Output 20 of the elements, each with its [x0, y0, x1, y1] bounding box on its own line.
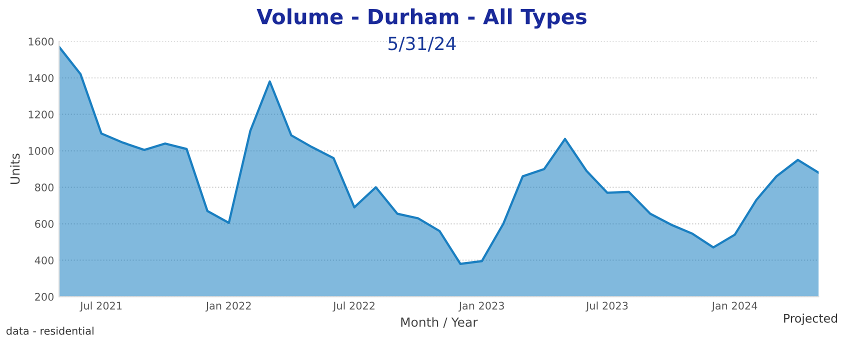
- x-tick-label: Jan 2022: [205, 302, 251, 312]
- text: data - residential: [6, 326, 94, 335]
- chart-subtitle: 5/31/24: [388, 36, 456, 52]
- x-axis-title: Month / Year: [401, 317, 478, 328]
- x-tick-label: Jul 2022: [332, 302, 374, 312]
- y-tick-label: 1200: [28, 110, 54, 118]
- y-tick-label: 600: [35, 220, 54, 228]
- x-tick-label: Jul 2021: [80, 302, 122, 312]
- y-axis-title: Units: [10, 154, 20, 184]
- y-tick-label: 1400: [28, 74, 54, 82]
- x-tick-label: Jan 2023: [458, 302, 504, 312]
- x-tick-label: Jan 2024: [711, 302, 758, 312]
- y-tick-label: 200: [35, 292, 54, 301]
- y-tick-label: 1600: [28, 38, 54, 46]
- x-tick-label: Jul 2023: [586, 302, 628, 312]
- y-tick-label: 400: [34, 256, 54, 264]
- y-tick-label: 800: [35, 184, 54, 192]
- y-tick-label: 1000: [28, 147, 54, 155]
- text: Projected: [784, 314, 838, 326]
- chart-title: Volume - Durham - All Types: [256, 8, 586, 29]
